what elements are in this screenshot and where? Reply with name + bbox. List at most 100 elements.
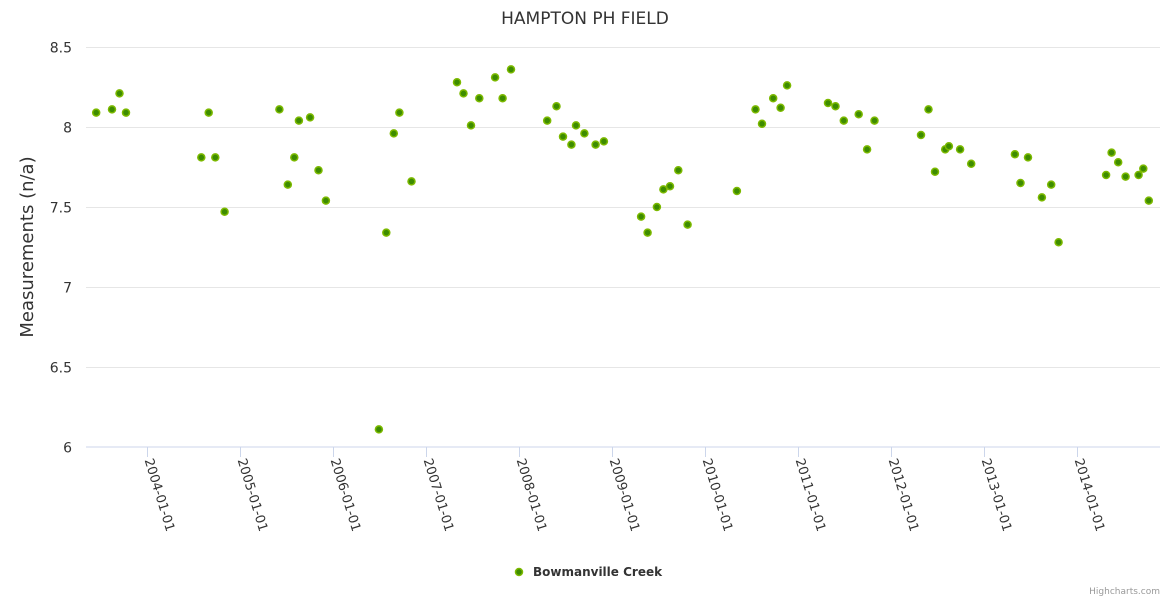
- data-point[interactable]: [1046, 180, 1056, 189]
- data-point[interactable]: [757, 119, 767, 129]
- data-point[interactable]: [768, 93, 778, 103]
- data-point[interactable]: [466, 121, 476, 130]
- data-point[interactable]: [683, 220, 692, 229]
- y-tick-label: 7: [63, 281, 72, 297]
- data-point[interactable]: [665, 181, 675, 191]
- data-point[interactable]: [290, 153, 299, 162]
- data-point[interactable]: [567, 140, 576, 149]
- legend-item[interactable]: Bowmanville Creek: [514, 565, 664, 579]
- data-point[interactable]: [924, 105, 933, 114]
- data-points: [91, 65, 1154, 434]
- data-point[interactable]: [1101, 170, 1111, 180]
- data-point[interactable]: [674, 165, 683, 175]
- data-point[interactable]: [1023, 153, 1033, 162]
- data-point[interactable]: [204, 108, 213, 117]
- data-point[interactable]: [498, 93, 507, 103]
- data-point[interactable]: [643, 228, 652, 237]
- data-point[interactable]: [966, 159, 976, 169]
- y-tick-label: 8: [63, 121, 72, 137]
- data-point[interactable]: [782, 81, 792, 90]
- legend-label[interactable]: Bowmanville Creek: [533, 565, 663, 579]
- x-tick-label: 2013-01-01: [978, 457, 1014, 534]
- data-point[interactable]: [652, 202, 662, 212]
- x-tick-label: 2007-01-01: [420, 457, 456, 534]
- data-point[interactable]: [314, 165, 323, 175]
- x-tick-label: 2004-01-01: [141, 457, 177, 534]
- x-tick-label: 2010-01-01: [699, 457, 735, 534]
- y-tick-label: 6: [63, 441, 72, 457]
- data-point[interactable]: [571, 121, 581, 130]
- data-point[interactable]: [490, 73, 500, 82]
- data-point[interactable]: [870, 116, 879, 125]
- credits-link[interactable]: Highcharts.com: [1089, 587, 1160, 597]
- data-point[interactable]: [862, 145, 872, 154]
- data-point[interactable]: [305, 113, 315, 122]
- data-point[interactable]: [374, 425, 384, 434]
- data-point[interactable]: [552, 101, 561, 111]
- data-point[interactable]: [831, 101, 840, 111]
- x-tick-label: 2012-01-01: [885, 457, 921, 534]
- data-point[interactable]: [220, 207, 229, 217]
- data-point[interactable]: [382, 228, 391, 237]
- data-point[interactable]: [854, 109, 863, 119]
- chart-title: HAMPTON PH FIELD: [501, 9, 669, 29]
- data-point[interactable]: [839, 116, 849, 125]
- data-point[interactable]: [1054, 237, 1063, 247]
- data-point[interactable]: [321, 196, 331, 205]
- data-point[interactable]: [1144, 196, 1154, 205]
- data-point[interactable]: [211, 153, 220, 162]
- data-point[interactable]: [121, 108, 131, 117]
- data-point[interactable]: [636, 212, 646, 221]
- data-point[interactable]: [91, 108, 101, 117]
- x-tick-label: 2006-01-01: [327, 457, 363, 534]
- data-point[interactable]: [407, 177, 416, 186]
- data-point[interactable]: [823, 98, 833, 108]
- x-tick-label: 2009-01-01: [606, 457, 642, 534]
- data-point[interactable]: [955, 145, 965, 154]
- x-tick-label: 2005-01-01: [234, 457, 270, 534]
- data-point[interactable]: [1121, 172, 1130, 181]
- data-point[interactable]: [751, 105, 760, 114]
- data-point[interactable]: [275, 105, 284, 114]
- data-point[interactable]: [1139, 164, 1148, 173]
- data-point[interactable]: [475, 93, 484, 103]
- data-point[interactable]: [1107, 148, 1116, 157]
- data-point[interactable]: [944, 141, 954, 151]
- data-point[interactable]: [542, 116, 552, 125]
- x-tick-label: 2011-01-01: [792, 457, 828, 534]
- data-point[interactable]: [580, 129, 589, 138]
- data-point[interactable]: [283, 180, 293, 189]
- data-point[interactable]: [930, 167, 940, 177]
- legend-marker-icon: [514, 567, 524, 577]
- data-point[interactable]: [1037, 193, 1047, 202]
- x-axis-ticks: 2004-01-01 2005-01-01 2006-01-01 2007-01-01…: [141, 447, 1107, 533]
- data-point[interactable]: [599, 137, 609, 146]
- y-axis-label: Measurements (n/a): [17, 156, 38, 337]
- data-point[interactable]: [732, 186, 742, 196]
- data-point[interactable]: [591, 140, 600, 149]
- data-point[interactable]: [197, 153, 206, 162]
- data-point[interactable]: [558, 132, 568, 141]
- y-tick-label: 7.5: [50, 201, 72, 217]
- data-point[interactable]: [506, 65, 516, 74]
- data-point[interactable]: [776, 103, 785, 113]
- data-point[interactable]: [1016, 178, 1025, 188]
- data-point[interactable]: [294, 116, 304, 125]
- y-tick-label: 8.5: [50, 41, 72, 57]
- data-point[interactable]: [1010, 149, 1020, 159]
- data-point[interactable]: [107, 105, 117, 114]
- data-point[interactable]: [1134, 170, 1143, 180]
- data-point[interactable]: [459, 89, 468, 98]
- y-tick-label: 6.5: [50, 361, 72, 377]
- data-point[interactable]: [1113, 157, 1123, 167]
- data-point[interactable]: [115, 89, 124, 98]
- y-axis-ticks: 6 6.5 7 7.5 8 8.5: [50, 41, 72, 457]
- gridlines: [86, 47, 1160, 368]
- data-point[interactable]: [659, 185, 668, 194]
- x-tick-label: 2014-01-01: [1071, 457, 1107, 534]
- data-point[interactable]: [389, 129, 399, 138]
- data-point[interactable]: [452, 77, 462, 87]
- data-point[interactable]: [395, 108, 404, 117]
- data-point[interactable]: [916, 130, 926, 140]
